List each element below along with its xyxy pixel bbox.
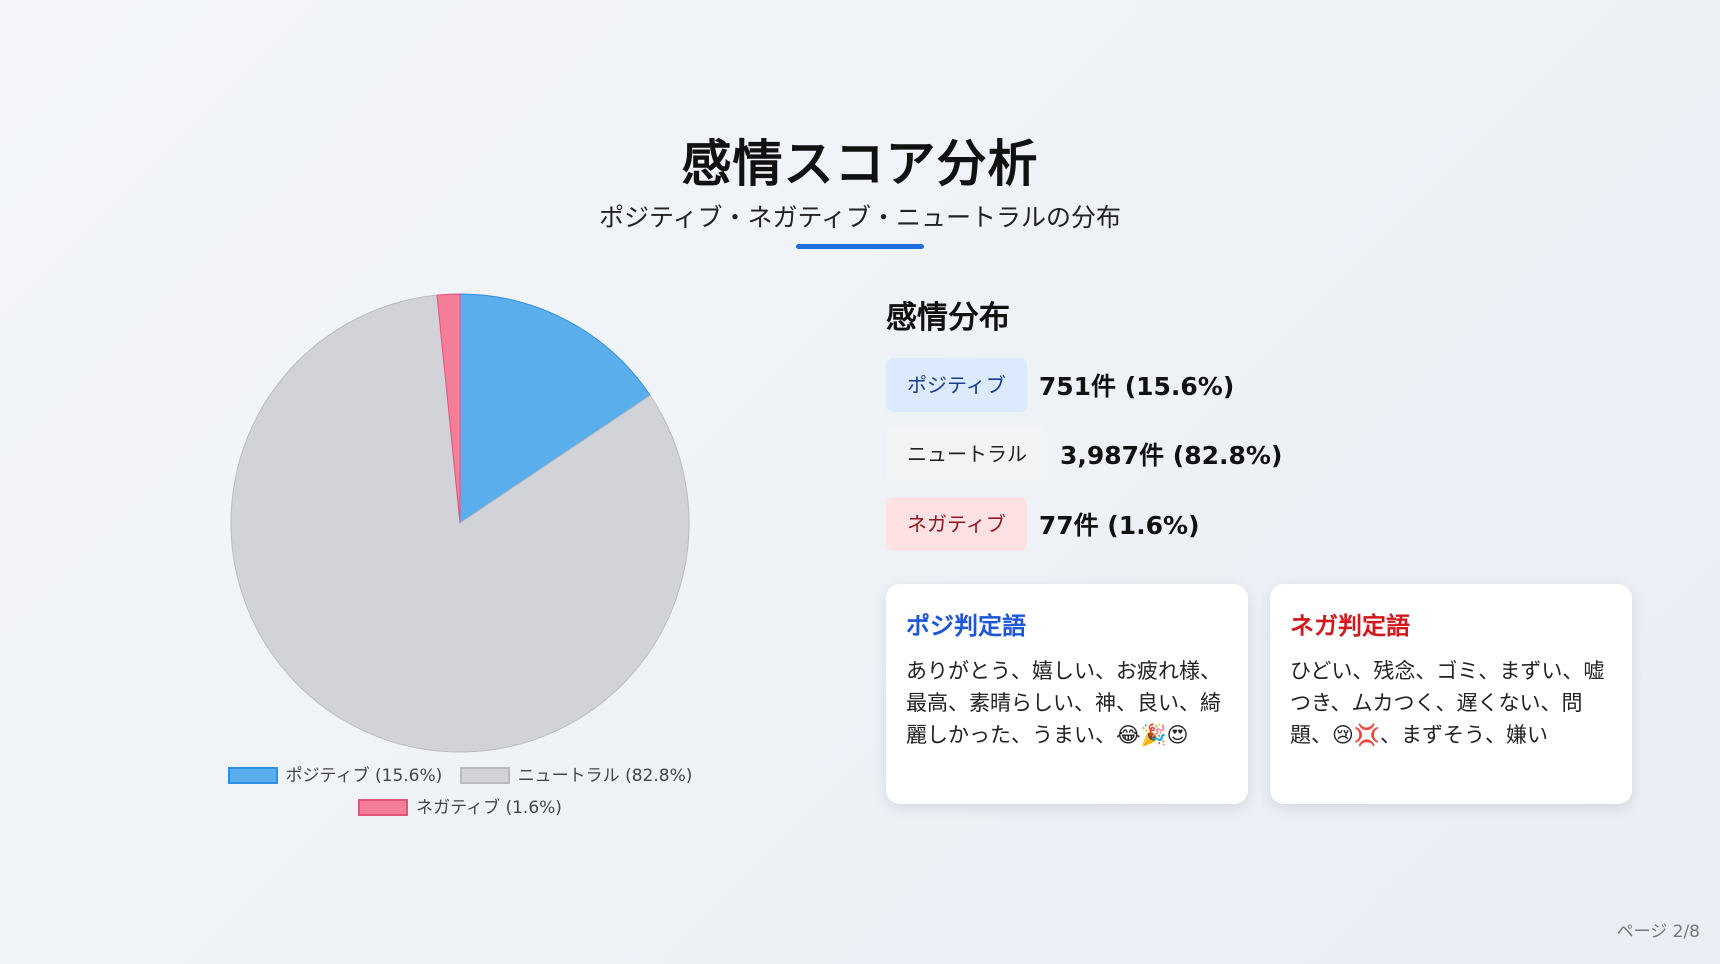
negative-card-title: ネガ判定語: [1290, 612, 1410, 640]
chart-legend: ポジティブ (15.6%) ニュートラル (82.8%) ネガティブ (1.6%…: [200, 760, 720, 824]
positive-words-card: ポジ判定語 ありがとう、嬉しい、お疲れ様、最高、素晴らしい、神、良い、綺麗しかっ…: [886, 584, 1248, 804]
legend-swatch-neutral: [459, 767, 510, 784]
legend-swatch-negative: [358, 799, 409, 816]
distribution-heading: 感情分布: [886, 300, 1010, 336]
title-underline: [796, 244, 924, 249]
stat-row-positive: ポジティブ 751件 (15.6%): [886, 358, 1234, 412]
negative-words-card: ネガ判定語 ひどい、残念、ゴミ、まずい、嘘つき、ムカつく、遅くない、問題、😢💢、…: [1270, 584, 1632, 804]
stat-row-neutral: ニュートラル 3,987件 (82.8%): [886, 427, 1282, 481]
slide-subtitle: ポジティブ・ネガティブ・ニュートラルの分布: [598, 203, 1121, 232]
pie-chart-svg: [230, 293, 690, 753]
pie-slice-negative[interactable]: [436, 293, 461, 524]
positive-count: 751件 (15.6%): [1038, 372, 1235, 401]
stat-row-negative: ネガティブ 77件 (1.6%): [886, 497, 1200, 551]
legend-label-positive: ポジティブ (15.6%): [285, 766, 443, 786]
page-indicator: ページ 2/8: [1616, 922, 1700, 942]
legend-item-neutral[interactable]: ニュートラル (82.8%): [459, 760, 693, 792]
positive-card-words: ありがとう、嬉しい、お疲れ様、最高、素晴らしい、神、良い、綺麗しかった、うまい、…: [906, 659, 1221, 747]
legend-label-negative: ネガティブ (1.6%): [416, 798, 562, 818]
pie-slice-positive[interactable]: [459, 293, 651, 524]
negative-card-words: ひどい、残念、ゴミ、まずい、嘘つき、ムカつく、遅くない、問題、😢💢、まずそう、嫌…: [1290, 659, 1605, 747]
positive-badge: ポジティブ: [886, 358, 1027, 412]
negative-count: 77件 (1.6%): [1038, 511, 1200, 540]
legend-item-negative[interactable]: ネガティブ (1.6%): [358, 792, 562, 824]
neutral-count: 3,987件 (82.8%): [1060, 441, 1283, 470]
pie-chart: ポジティブ (15.6%) ニュートラル (82.8%) ネガティブ (1.6%…: [200, 284, 720, 824]
positive-card-title: ポジ判定語: [906, 612, 1026, 640]
legend-item-positive[interactable]: ポジティブ (15.6%): [227, 760, 443, 792]
negative-badge: ネガティブ: [886, 497, 1027, 551]
slide-title: 感情スコア分析: [681, 135, 1039, 193]
legend-label-neutral: ニュートラル (82.8%): [517, 766, 693, 786]
pie-slice-neutral[interactable]: [230, 294, 690, 753]
legend-swatch-positive: [227, 767, 278, 784]
neutral-badge: ニュートラル: [886, 427, 1048, 481]
